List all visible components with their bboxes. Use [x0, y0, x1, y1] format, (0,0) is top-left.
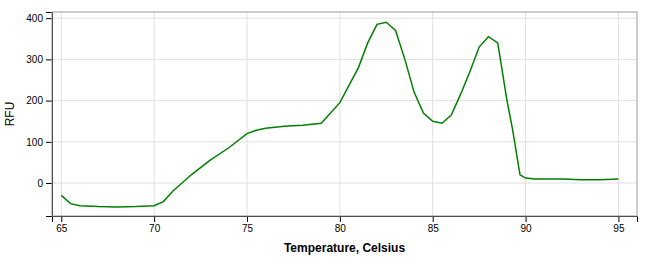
y-grid-line [52, 100, 637, 101]
x-tick-label: 95 [613, 223, 625, 234]
x-tick: 95 [613, 216, 625, 234]
y-tick: 100 [26, 137, 52, 148]
x-tick-mark [154, 216, 155, 222]
y-tick-label: 0 [37, 178, 43, 189]
x-tick-mark [247, 216, 248, 222]
x-tick-label: 90 [521, 223, 533, 234]
x-grid-line [618, 12, 619, 216]
x-tick: 75 [242, 216, 254, 234]
x-grid-line [339, 12, 340, 216]
y-tick: 0 [37, 178, 52, 189]
x-tick-label: 70 [149, 223, 161, 234]
y-tick-mark [46, 101, 52, 102]
x-grid-line [432, 12, 433, 216]
x-tick: 65 [56, 216, 68, 234]
x-tick: 85 [428, 216, 440, 234]
y-tick-label: 400 [26, 13, 43, 24]
data-line [61, 22, 618, 207]
x-grid-line [247, 12, 248, 216]
x-grid-line [154, 12, 155, 216]
grid [52, 12, 637, 216]
y-axis: 0 100 200 300 400 [26, 13, 52, 217]
marks [61, 22, 618, 207]
y-grid-line [52, 18, 637, 19]
y-grid-line [52, 141, 637, 142]
x-tick-label: 85 [428, 223, 440, 234]
y-tick-mark [46, 183, 52, 184]
y-tick: 300 [26, 54, 52, 65]
x-tick-mark [433, 216, 434, 222]
x-tick-mark [340, 216, 341, 222]
x-tick: 70 [149, 216, 161, 234]
x-axis: 65 70 75 80 85 90 95 [53, 216, 638, 234]
x-tick-label: 75 [242, 223, 254, 234]
y-tick-label: 200 [26, 95, 43, 106]
x-tick-mark [526, 216, 527, 222]
y-tick-label: 300 [26, 54, 43, 65]
y-tick-mark [46, 18, 52, 19]
y-axis-title: RFU [3, 102, 17, 127]
x-axis-title: Temperature, Celsius [284, 241, 405, 255]
chart: 65 70 75 80 85 90 95 0 100 200 300 400 Temperature, … [0, 0, 653, 260]
x-tick: 90 [521, 216, 533, 234]
plot: 65 70 75 80 85 90 95 0 100 200 300 400 [26, 12, 637, 234]
x-tick-mark [618, 216, 619, 222]
y-tick-mark [46, 59, 52, 60]
x-tick: 80 [335, 216, 347, 234]
x-grid-line [525, 12, 526, 216]
y-tick-label: 100 [26, 137, 43, 148]
x-tick-label: 65 [56, 223, 68, 234]
y-tick-mark [46, 142, 52, 143]
y-grid-line [52, 59, 637, 60]
y-grid-line [52, 183, 637, 184]
plot-frame [52, 12, 637, 216]
x-grid-line [61, 12, 62, 216]
y-tick: 200 [26, 95, 52, 106]
x-tick-mark [61, 216, 62, 222]
x-tick-label: 80 [335, 223, 347, 234]
y-tick: 400 [26, 13, 52, 24]
x-axis-line [53, 217, 638, 223]
